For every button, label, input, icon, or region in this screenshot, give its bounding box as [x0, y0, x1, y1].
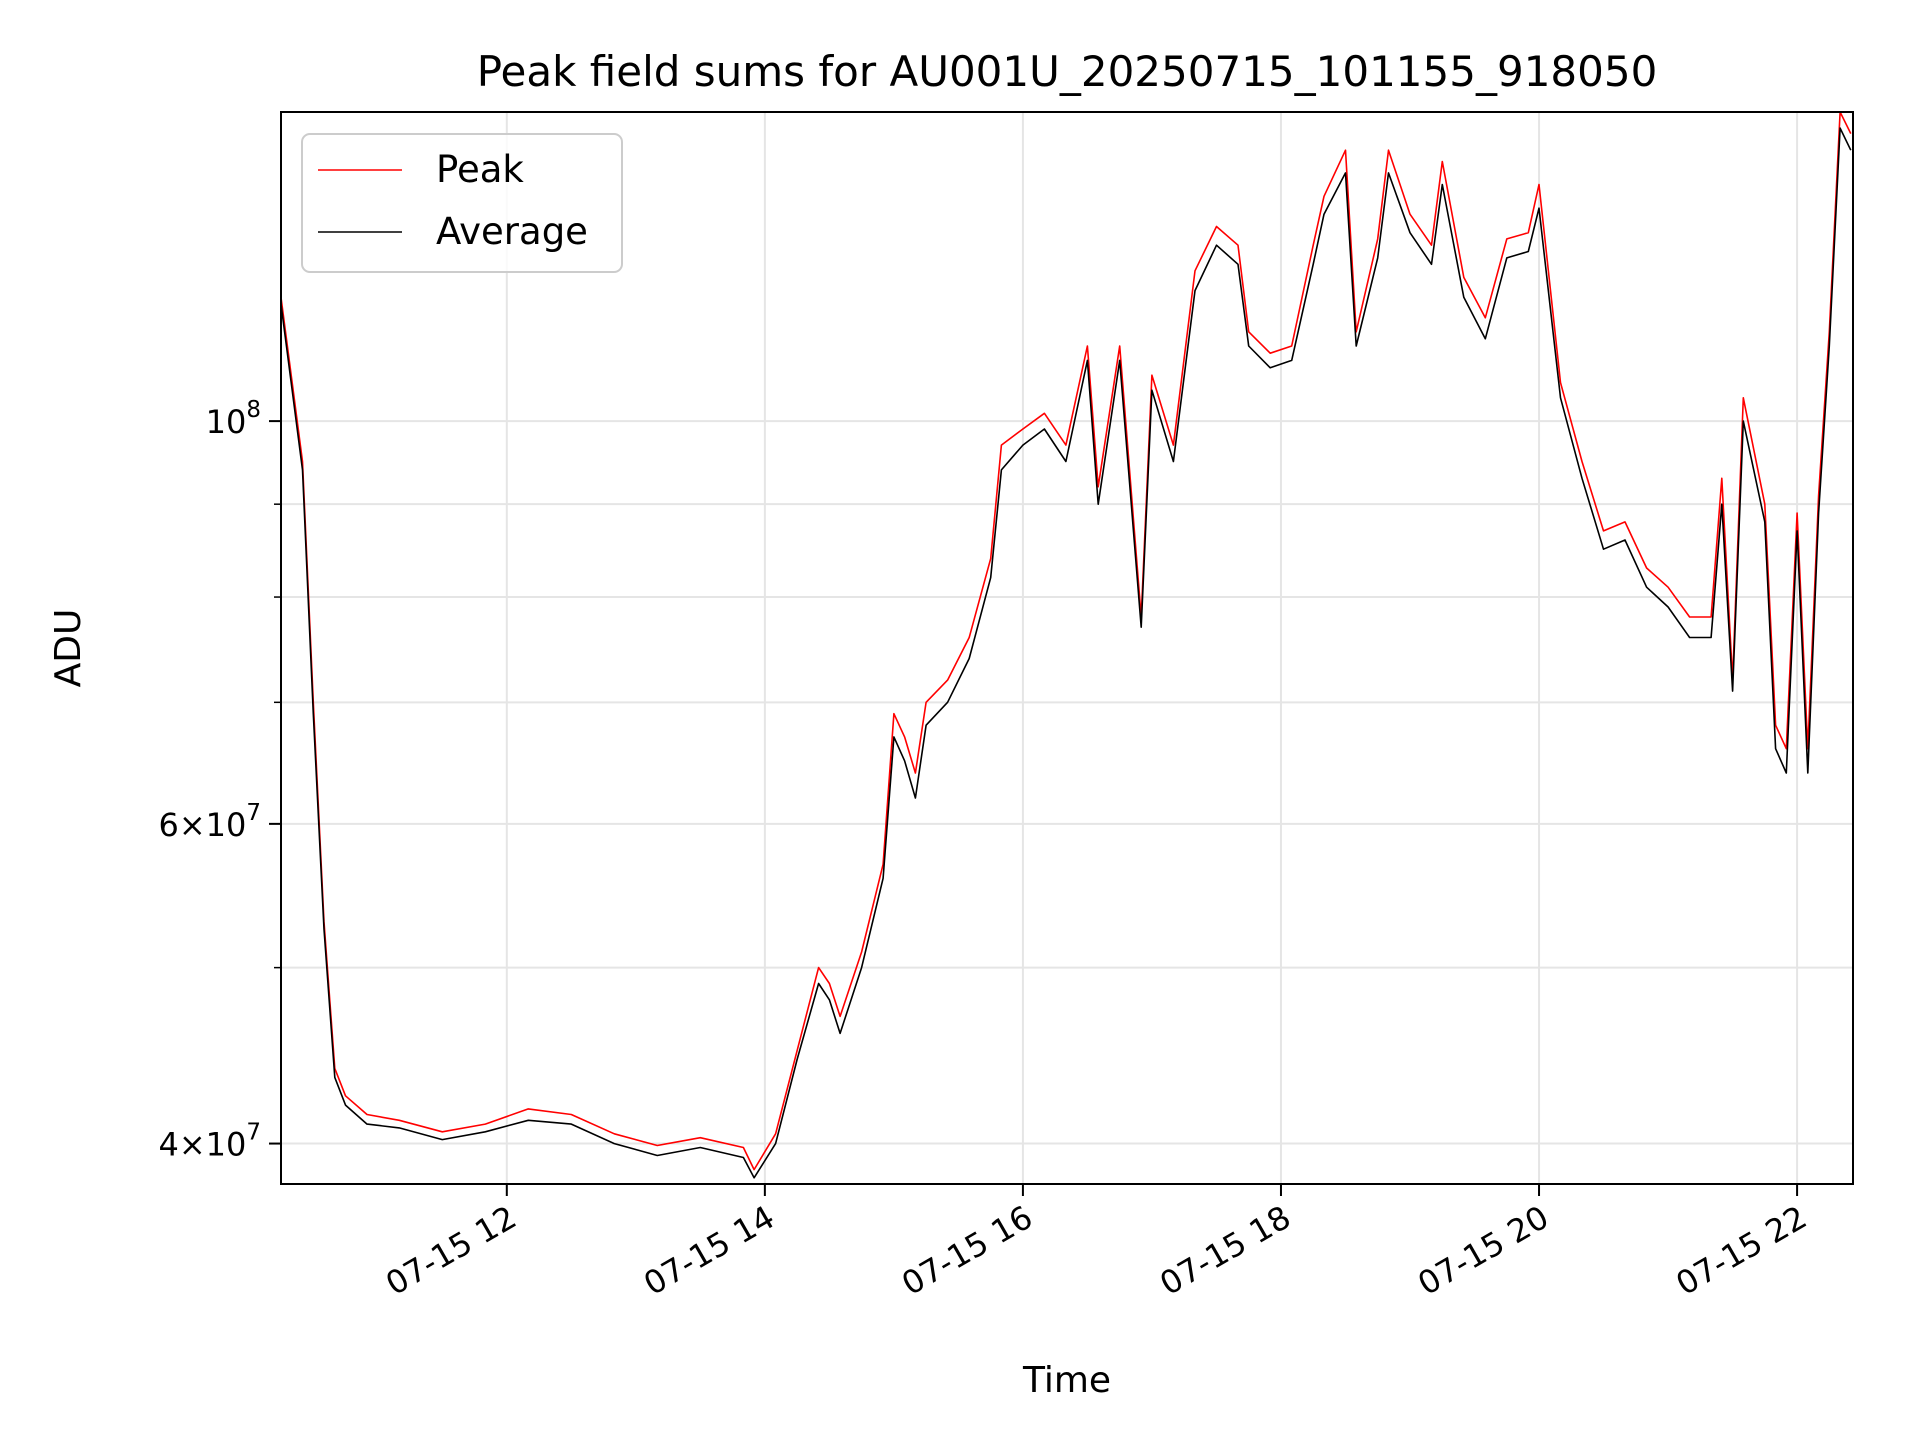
series-line-peak: [280, 111, 1852, 1171]
y-axis: 4×107 6×107 108: [158, 397, 281, 1164]
plot-frame: [280, 111, 1854, 1185]
y-tick-label: 6×107: [158, 800, 261, 844]
chart-title: Peak field sums for AU001U_20250715_1011…: [477, 47, 1658, 96]
y-axis-label: ADU: [48, 609, 89, 688]
gridlines: [281, 112, 1853, 1184]
series-line-average: [280, 127, 1852, 1179]
y-tick-label: 108: [206, 397, 261, 441]
legend: Peak Average: [301, 133, 623, 273]
series-layer: [280, 111, 1852, 1179]
legend-label-peak: Peak: [436, 148, 524, 191]
y-tick-label: 4×107: [158, 1120, 261, 1164]
x-axis-label: Time: [1022, 1360, 1111, 1401]
legend-label-average: Average: [436, 210, 588, 253]
legend-box: [301, 133, 623, 273]
